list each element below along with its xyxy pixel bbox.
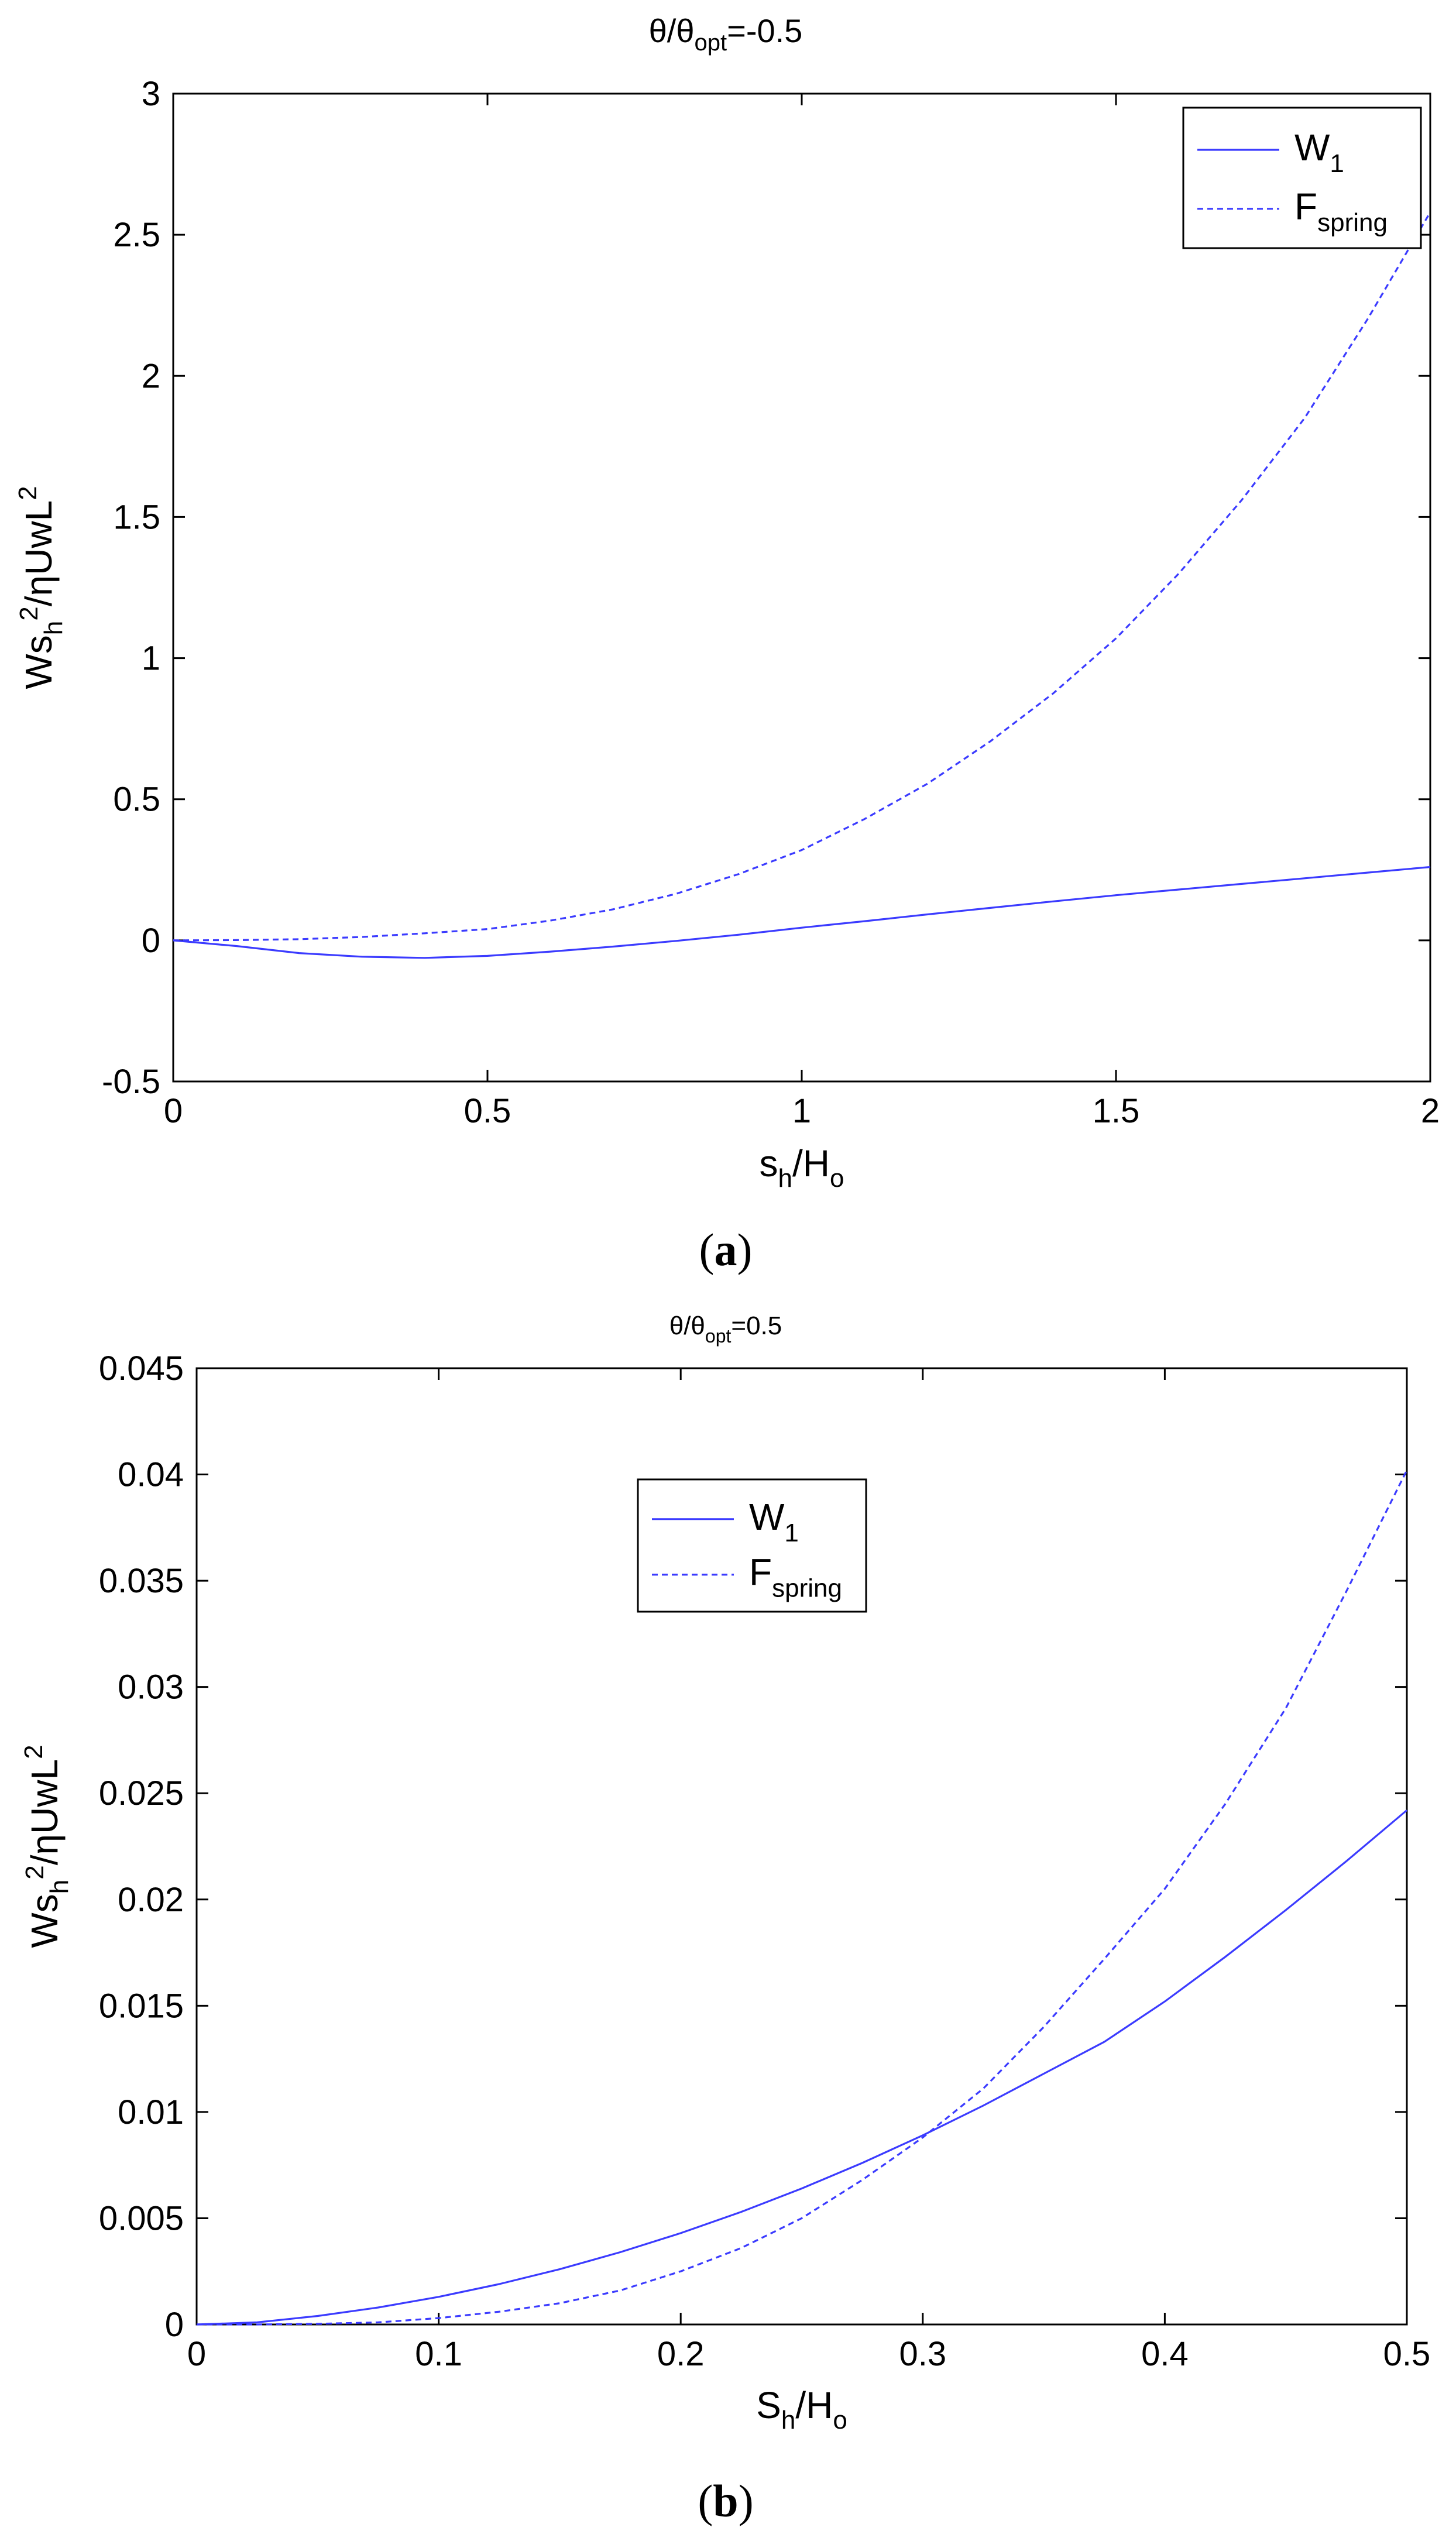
y-tick-label: 0 [142, 922, 160, 960]
title-rest: =-0.5 [727, 12, 802, 49]
y-tick-label: 0 [165, 2306, 184, 2344]
ylabel-sub: h [45, 1880, 74, 1894]
series-line-w1 [173, 866, 1431, 959]
legend-entry-f-spring: Fspring [1294, 186, 1388, 237]
xlabel-sub2: o [833, 2406, 847, 2434]
x-tick-label: 1 [792, 1092, 811, 1130]
y-tick-label: 2.5 [113, 216, 160, 254]
x-tick-label: 0 [187, 2335, 206, 2373]
legend-name: W [1294, 126, 1330, 169]
panel-label-open: ( [699, 1224, 715, 1275]
y-tick-label: 0.045 [99, 1350, 184, 1388]
y-tick-label: 1.5 [113, 498, 160, 536]
title-sub: opt [695, 30, 727, 56]
y-tick-label: 0.5 [113, 781, 160, 819]
y-tick-label: 0.035 [99, 1562, 184, 1600]
x-tick-label: 2 [1421, 1092, 1440, 1130]
title-theta: θ/θ [669, 1311, 705, 1340]
ylabel-sup: 2 [20, 1865, 49, 1879]
x-tick-label: 1.5 [1093, 1092, 1140, 1130]
x-tick-label: 0 [164, 1092, 183, 1130]
x-tick-label: 0.5 [464, 1092, 511, 1130]
y-tick-label: 0.03 [118, 1668, 184, 1706]
title-theta: θ/θ [649, 12, 695, 49]
y-axis-label: Wsh2/ηUwL2 [13, 486, 68, 689]
ylabel-rest: /ηUwL [23, 1759, 66, 1865]
xlabel-rest: /H [795, 2384, 833, 2426]
x-tick-label: 0.2 [657, 2335, 705, 2373]
xlabel-main: S [756, 2384, 781, 2426]
y-tick-label: -0.5 [102, 1063, 160, 1101]
xlabel-sub2: o [830, 1164, 844, 1193]
panel-label-close: ) [739, 2475, 754, 2526]
chart-panel-a: 0 0.5 1 1.5 2-0.500.511.522.53θ/θopt=-0.5sh/… [13, 12, 1440, 1275]
legend-name: F [1294, 186, 1317, 228]
x-tick-label: 0.4 [1141, 2335, 1189, 2373]
x-axis-label: Sh/Ho [756, 2384, 847, 2434]
panel-label: (a) [699, 1224, 753, 1275]
series-line-f-spring [173, 211, 1431, 942]
legend-name-sub: spring [772, 1574, 842, 1603]
ylabel-main: Ws [23, 1894, 66, 1948]
y-tick-label: 2 [142, 357, 160, 395]
legend-name: W [749, 1496, 785, 1538]
x-tick-label: 0.3 [899, 2335, 946, 2373]
legend-entry-f-spring: Fspring [749, 1551, 842, 1603]
legend-name-sub: 1 [784, 1519, 798, 1547]
ylabel-rest: /ηUwL [18, 500, 60, 606]
y-tick-label: 0.015 [99, 1987, 184, 2025]
panel-label-open: ( [698, 2475, 713, 2526]
series-line-f-spring [197, 1469, 1408, 2326]
ylabel-sup2: 2 [13, 486, 42, 500]
y-tick-label: 1 [142, 640, 160, 678]
xlabel-sub: h [781, 2406, 795, 2434]
legend-entry-w1: W1 [749, 1496, 799, 1547]
legend-box [1182, 107, 1422, 249]
legend-name-sub: 1 [1330, 149, 1344, 178]
panel-label: (b) [698, 2475, 753, 2526]
x-axis-label: sh/Ho [760, 1142, 844, 1193]
xlabel-sub: h [778, 1164, 792, 1193]
x-tick-label: 0.5 [1383, 2335, 1431, 2373]
chart-panel-b: 0 0.1 0.2 0.3 0.4 0.5 0 0.005 0.01 0.015 0.02 0.025… [19, 1311, 1430, 2526]
legend-box [637, 1478, 867, 1613]
y-tick-label: 0.01 [118, 2093, 184, 2131]
title-rest: =0.5 [731, 1311, 782, 1340]
y-tick-label: 0.005 [99, 2199, 184, 2237]
xlabel-rest: /H [792, 1142, 830, 1184]
panel-label-letter: b [713, 2475, 738, 2526]
ylabel-sup: 2 [15, 606, 43, 620]
y-axis-label: Wsh2/ηUwL2 [19, 1745, 74, 1948]
panel-label-close: ) [737, 1224, 753, 1275]
y-tick-label: 0.02 [118, 1881, 184, 1919]
legend-entry-w1: W1 [1294, 126, 1344, 178]
ylabel-main: Ws [18, 635, 60, 689]
chart-title: θ/θopt=0.5 [669, 1311, 782, 1347]
y-tick-label: 0.025 [99, 1774, 184, 1812]
legend-name: F [749, 1551, 772, 1594]
title-sub: opt [705, 1326, 732, 1347]
ylabel-sub: h [39, 621, 68, 635]
chart-title: θ/θopt=-0.5 [649, 12, 803, 56]
series-line-w1 [196, 1809, 1408, 2326]
y-tick-label: 3 [142, 75, 160, 113]
legend-name-sub: spring [1317, 208, 1388, 237]
ylabel-sup2: 2 [19, 1745, 48, 1759]
plot-frame [195, 1367, 1408, 2326]
y-tick-label: 0.04 [118, 1456, 184, 1494]
x-tick-label: 0.1 [415, 2335, 462, 2373]
panel-label-letter: a [715, 1224, 737, 1275]
xlabel-main: s [760, 1142, 778, 1184]
